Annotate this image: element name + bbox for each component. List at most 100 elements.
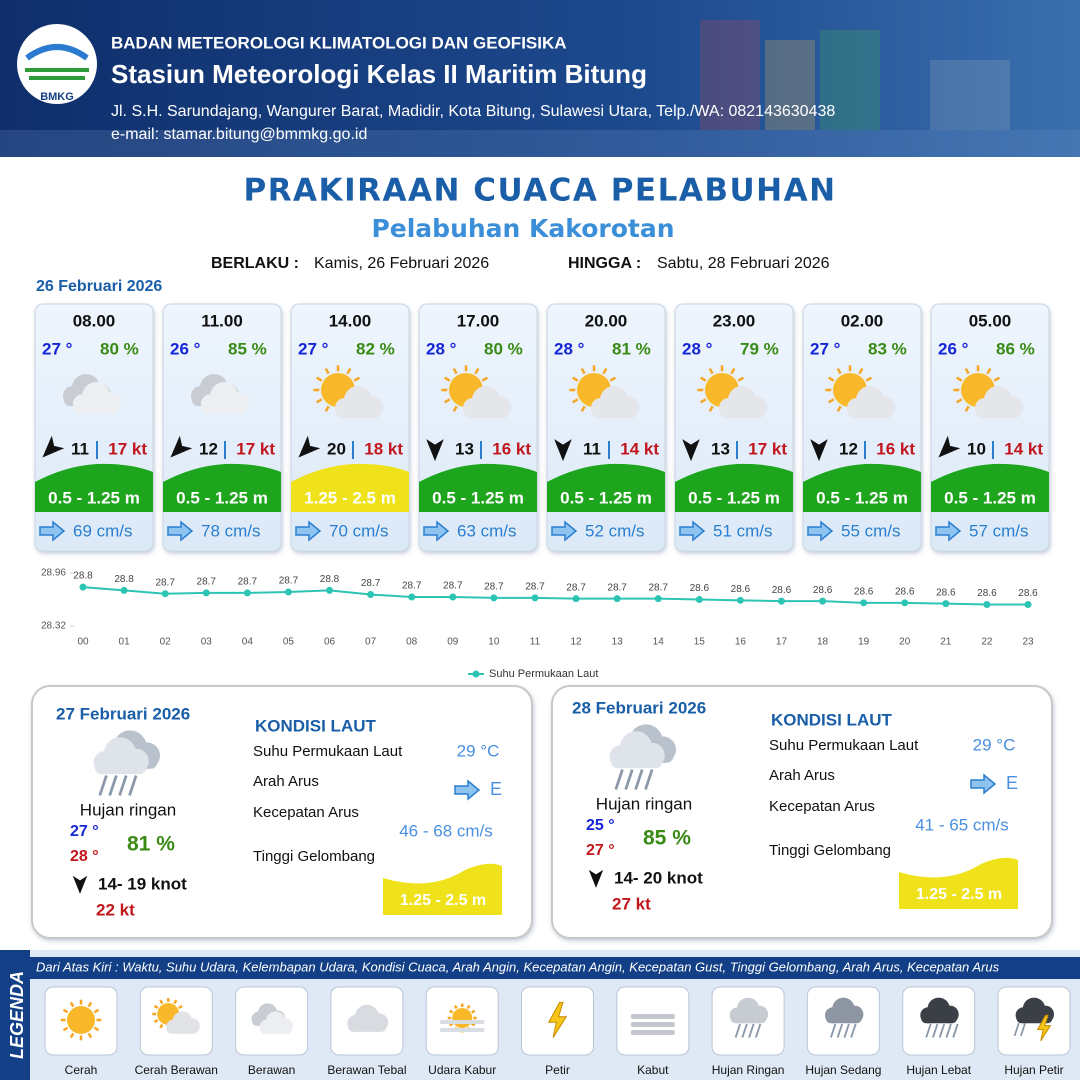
rain bbox=[748, 1023, 755, 1038]
sun-ray bbox=[453, 1004, 458, 1010]
cloud bbox=[825, 997, 864, 1024]
legend-box bbox=[616, 986, 690, 1056]
x-tick-label: 02 bbox=[160, 637, 172, 648]
gust: 17 kt bbox=[108, 439, 147, 458]
wind-arrow bbox=[170, 435, 193, 458]
legend-label: Suhu Permukaan Laut bbox=[489, 668, 598, 680]
x-tick-label: 05 bbox=[283, 637, 295, 648]
sun-ray bbox=[452, 405, 458, 412]
x-tick-label: 21 bbox=[940, 637, 952, 648]
sea-label: Arah Arus bbox=[769, 767, 835, 784]
day-temp-max: 27 ° bbox=[586, 842, 615, 859]
day-panel bbox=[551, 685, 1053, 939]
cloud-part bbox=[94, 760, 147, 775]
day-wind: 14- 19 knot bbox=[98, 874, 187, 893]
sst-point bbox=[490, 594, 498, 602]
sun-ray bbox=[993, 376, 1000, 382]
hour-humidity: 81 % bbox=[612, 339, 651, 358]
wave-fill bbox=[163, 463, 281, 512]
data-label: 28.6 bbox=[977, 588, 997, 599]
bolt bbox=[547, 1001, 568, 1038]
data-label: 28.6 bbox=[813, 585, 833, 596]
sun-ray bbox=[708, 368, 714, 375]
address: Jl. S.H. Sarundajang, Wangurer Barat, Ma… bbox=[111, 103, 835, 120]
rain bbox=[754, 1023, 762, 1038]
sea-label: Tinggi Gelombang bbox=[253, 848, 375, 865]
sun-ray bbox=[737, 376, 744, 382]
data-label: 28.7 bbox=[443, 581, 463, 592]
cloud-part bbox=[730, 1013, 767, 1024]
legend-item-label: Petir bbox=[545, 1063, 570, 1077]
legend-item-label: Hujan Ringan bbox=[712, 1063, 785, 1077]
current-arrow bbox=[167, 520, 194, 542]
cloud-part bbox=[848, 406, 893, 418]
sun-ray bbox=[324, 405, 330, 412]
wave-fill bbox=[803, 463, 921, 512]
cloud bbox=[166, 1011, 200, 1034]
gust: 16 kt bbox=[492, 439, 531, 458]
current-arrow bbox=[295, 520, 322, 542]
hour-temp: 27 ° bbox=[810, 339, 841, 358]
day-summary: 27 Februari 2026 Hujan ringan 27 ° 28 ° 81 %… bbox=[56, 704, 502, 919]
day-temp-max: 28 ° bbox=[70, 848, 99, 865]
data-label: 28.6 bbox=[772, 585, 792, 596]
day-humidity: 81 % bbox=[127, 833, 175, 856]
current-arrow bbox=[551, 520, 578, 542]
sun-ray bbox=[474, 368, 480, 375]
legend-swatch bbox=[472, 670, 480, 678]
header-decor bbox=[0, 20, 1080, 157]
y-tick-label: 28.96 bbox=[41, 568, 66, 579]
day-temp-min: 27 ° bbox=[70, 823, 99, 840]
sea-dir: E bbox=[1006, 773, 1018, 793]
wind-speed: 13 bbox=[711, 439, 730, 458]
sun-ray bbox=[316, 398, 323, 404]
data-label: 28.8 bbox=[320, 574, 340, 585]
day-date: 28 Februari 2026 bbox=[572, 698, 706, 717]
legend-item: Berawan bbox=[235, 986, 309, 1077]
sst-point bbox=[901, 599, 909, 607]
rain bbox=[734, 1023, 741, 1038]
hour-humidity: 85 % bbox=[228, 339, 267, 358]
x-tick-label: 01 bbox=[119, 637, 131, 648]
hour-time: 02.00 bbox=[841, 311, 884, 330]
day-wind: 14- 20 knot bbox=[614, 868, 703, 887]
rain bbox=[108, 775, 118, 796]
rain bbox=[741, 1023, 748, 1038]
sst-line bbox=[82, 586, 1028, 606]
cloud bbox=[609, 731, 665, 769]
sst-point bbox=[819, 597, 827, 605]
sea-sst: 29 °C bbox=[457, 741, 500, 760]
wind-speed: 13 bbox=[455, 439, 474, 458]
logo bbox=[17, 24, 97, 104]
gust: 17 kt bbox=[236, 439, 275, 458]
sst-point bbox=[79, 583, 87, 591]
title: PRAKIRAAN CUACA PELABUHAN bbox=[243, 173, 836, 209]
sea-sst: 29 °C bbox=[973, 735, 1016, 754]
data-label: 28.6 bbox=[690, 583, 710, 594]
sun-ray bbox=[69, 1032, 75, 1039]
hour-humidity: 80 % bbox=[484, 339, 523, 358]
legend-item-label: Cerah Berawan bbox=[135, 1063, 218, 1077]
cloud bbox=[463, 386, 511, 418]
current-arrow bbox=[679, 520, 706, 542]
current-speed: 69 cm/s bbox=[73, 521, 133, 540]
legend-item-label: Udara Kabur bbox=[428, 1063, 496, 1077]
cloud-part bbox=[260, 1025, 292, 1034]
sst-point bbox=[777, 597, 785, 605]
legend-item: Cerah Berawan bbox=[135, 986, 218, 1077]
sun-ray bbox=[602, 368, 608, 375]
hour-time: 23.00 bbox=[713, 311, 756, 330]
wave-height: 0.5 - 1.25 m bbox=[688, 488, 780, 507]
sst-point bbox=[531, 594, 539, 602]
day-date: 27 Februari 2026 bbox=[56, 704, 190, 723]
sun-ray bbox=[346, 368, 352, 375]
sun-ray bbox=[956, 398, 963, 404]
x-tick-label: 06 bbox=[324, 637, 336, 648]
x-tick-label: 18 bbox=[817, 637, 829, 648]
x-tick-label: 14 bbox=[653, 637, 665, 648]
wave-fill bbox=[675, 463, 793, 512]
sun-ray bbox=[865, 376, 872, 382]
sun-ray bbox=[87, 1032, 93, 1039]
station: Stasiun Meteorologi Kelas II Maritim Bit… bbox=[111, 59, 647, 89]
